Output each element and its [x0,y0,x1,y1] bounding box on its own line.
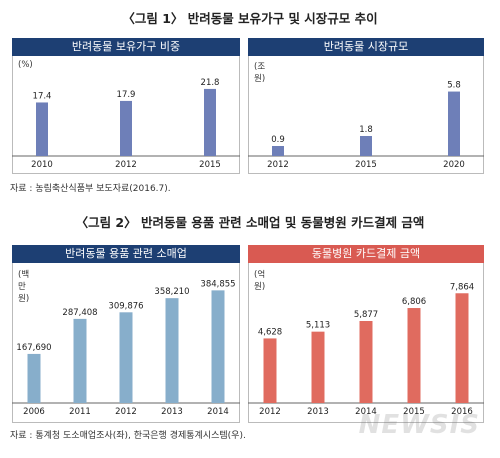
data-label: 167,690 [16,343,51,353]
unit-label: (조 원) [254,62,266,84]
bar [120,100,132,156]
data-label: 309,876 [108,301,143,311]
figure1-title: 〈그림 1〉 반려동물 보유가구 및 시장규모 추이 [122,11,378,26]
bar [27,353,41,403]
data-label: 384,855 [200,279,235,289]
data-label: 5.8 [447,81,461,91]
category-label: 2016 [451,407,473,417]
category-label: 2012 [115,407,137,417]
bar [263,338,277,403]
category-label: 2012 [267,160,289,170]
unit-label: (%) [18,60,33,70]
bar [360,136,372,156]
data-label: 7,864 [450,282,474,292]
source-note: 자료 : 농림축산식품부 보도자료(2016.7). [10,184,171,194]
bar [407,308,421,403]
bar-chart-svg: 4,628 2012 5,113 2013 5,877 2014 6,806 2015 7,86… [248,282,484,417]
data-label: 5,877 [354,310,378,320]
chart-header: 동물병원 카드결제 금액 [248,245,484,263]
data-label: 6,806 [402,297,426,307]
data-label: 1.8 [359,125,373,135]
chart-frame [12,56,240,174]
chart-header: 반려동물 용품 관련 소매업 [12,245,240,263]
category-label: 2015 [355,160,377,170]
chart-frame [248,56,484,174]
bar [448,91,460,156]
category-label: 2015 [403,407,425,417]
bar [73,318,87,403]
data-label: 287,408 [62,308,97,318]
category-label: 2012 [259,407,281,417]
category-label: 2006 [23,407,45,417]
bar-chart-svg: 0.9 2012 1.8 2015 5.8 2020 [248,81,484,170]
category-label: 2014 [355,407,377,417]
chart-frame [248,263,484,423]
data-label: 17.9 [117,90,136,100]
category-label: 2012 [115,160,137,170]
bar [311,331,325,403]
data-label: 21.8 [201,78,220,88]
data-label: 0.9 [271,135,285,145]
data-label: 4,628 [258,327,282,337]
bar [36,102,48,156]
chart-header: 반려동물 보유가구 비중 [12,38,240,56]
figure2-title: 〈그림 2〉 반려동물 용품 관련 소매업 및 동물병원 카드결제 금액 [75,215,425,230]
watermark-logo: NEWSIS [358,410,480,440]
data-label: 17.4 [33,91,52,101]
unit-label: (백만 원) [18,270,30,304]
category-label: 2013 [161,407,183,417]
data-label: 5,113 [306,321,330,331]
bar [359,320,373,403]
unit-label: (억 원) [254,270,266,292]
bar [119,312,133,403]
bar [165,298,179,403]
bar [272,146,284,156]
bar [211,290,225,403]
data-label: 358,210 [154,287,189,297]
category-label: 2011 [69,407,91,417]
chart-frame [12,263,240,423]
bar-chart-svg: 17.4 2010 17.9 2012 21.8 2015 [12,78,240,170]
category-label: 2013 [307,407,329,417]
chart-header: 반려동물 시장규모 [248,38,484,56]
category-label: 2014 [207,407,229,417]
category-label: 2015 [199,160,221,170]
category-label: 2010 [31,160,53,170]
bar [455,293,469,403]
bar-chart-svg: 167,690 2006 287,408 2011 309,876 2012 358,210… [12,279,240,417]
category-label: 2020 [443,160,465,170]
bar [204,88,216,156]
source-note: 자료 : 통계청 도소매업조사(좌), 한국은행 경제통계시스템(우). [10,431,246,441]
